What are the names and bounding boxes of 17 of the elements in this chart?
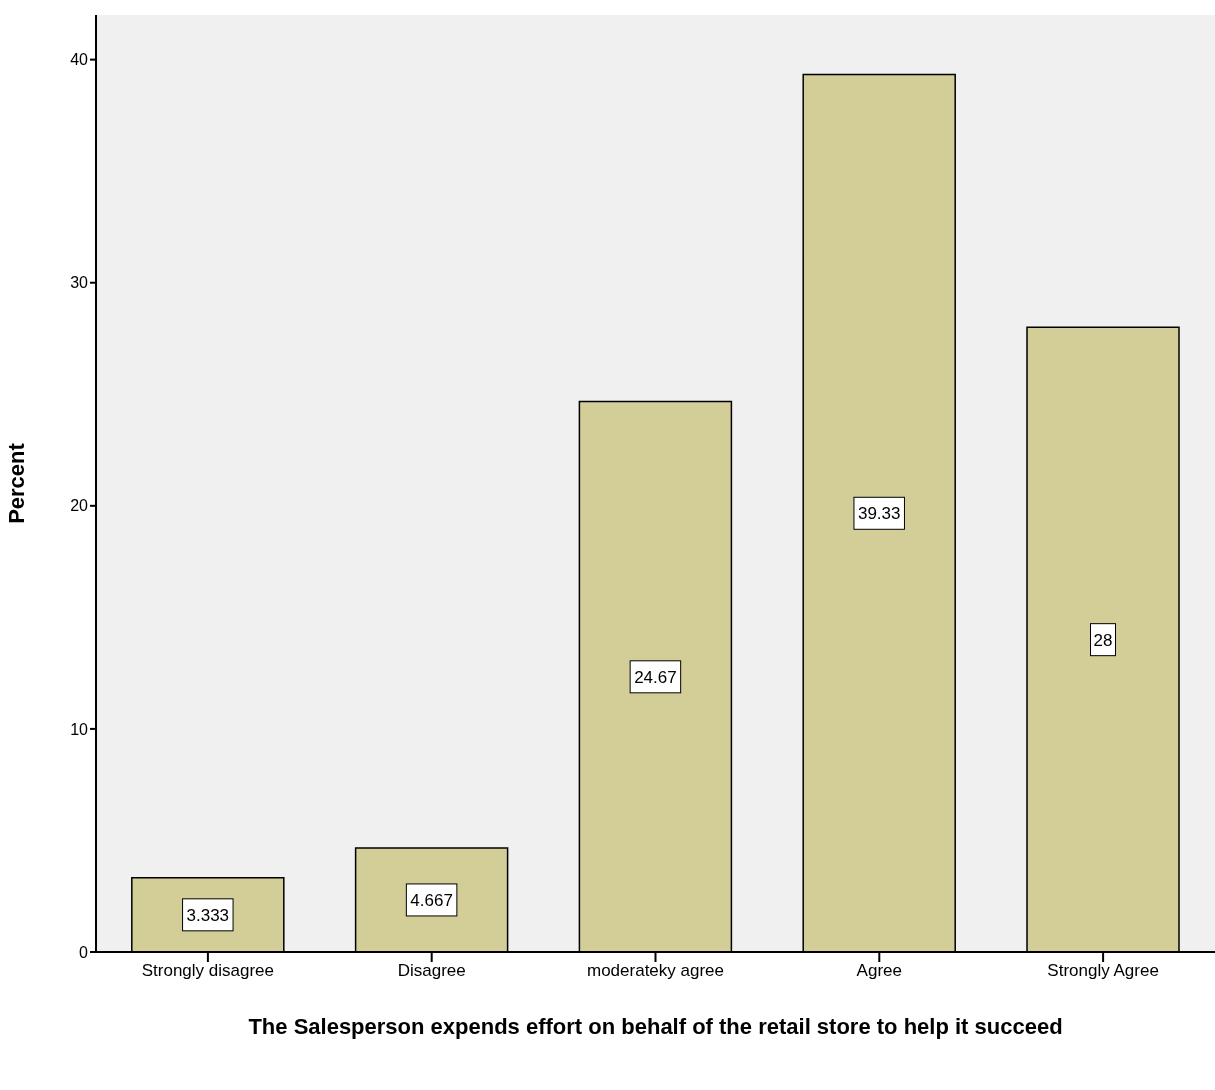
data-label: 4.667	[410, 890, 453, 910]
y-tick-label: 40	[70, 51, 89, 69]
x-tick-label: Strongly disagree	[141, 961, 275, 981]
x-tick-label: Strongly Agree	[1047, 961, 1159, 981]
x-axis-title: The Salesperson expends effort on behalf of the retail store to help it succeed	[248, 1013, 1063, 1039]
data-label: 24.67	[634, 667, 677, 687]
y-tick-label: 0	[79, 943, 89, 961]
y-tick-label: 30	[70, 274, 89, 292]
data-label: 28	[1093, 630, 1113, 650]
x-tick-label: Disagree	[397, 961, 466, 981]
y-tick-label: 20	[70, 497, 89, 515]
data-label: 39.33	[857, 504, 901, 524]
x-tick-label: moderateky agree	[586, 961, 725, 981]
data-label: 3.333	[186, 905, 230, 925]
x-tick-label: Agree	[856, 961, 902, 981]
y-axis-title: Percent	[3, 442, 29, 524]
y-tick-label: 10	[70, 720, 89, 738]
